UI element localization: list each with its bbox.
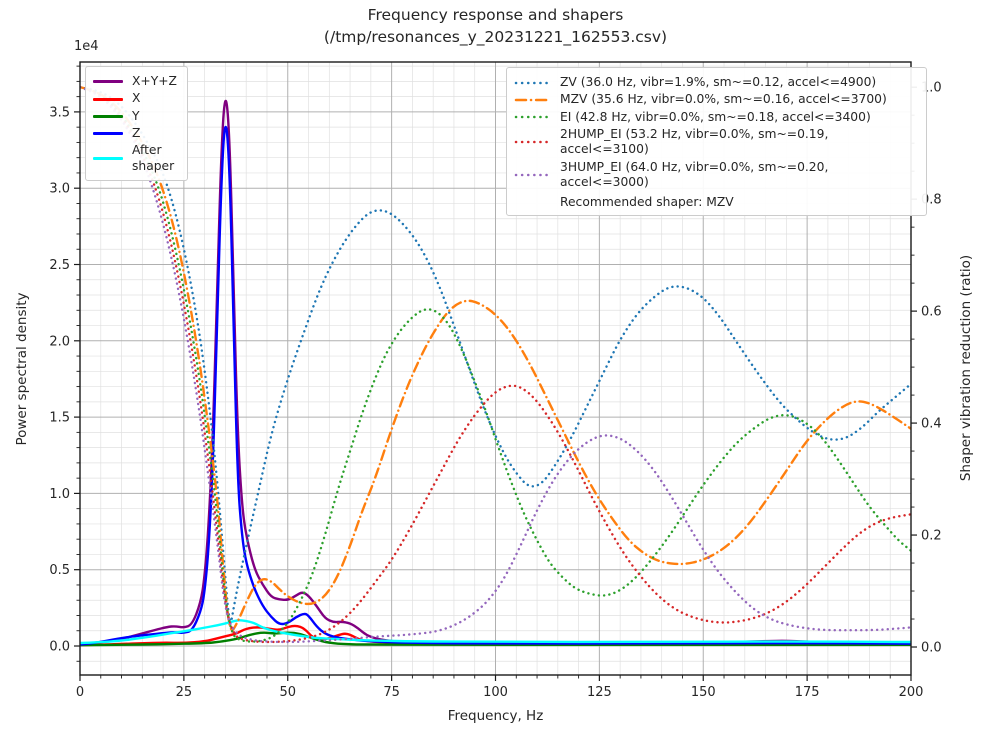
legend-line-sample (93, 114, 123, 118)
y-left-tick-label: 1.0 (49, 487, 70, 502)
chart-title-line1: Frequency response and shapers (367, 6, 624, 24)
series-after-shaper (80, 619, 911, 645)
y-left-tick-label: 2.0 (49, 334, 70, 349)
legend-item-label: After shaper (132, 143, 175, 173)
legend-item: X (93, 91, 179, 106)
y-left-tick-label: 3.5 (49, 105, 70, 120)
legend-line-sample (93, 157, 123, 161)
y-left-tick-label: 1.5 (49, 411, 70, 426)
legend-line-sample (514, 141, 552, 144)
series-3hump-ei (80, 86, 911, 644)
x-tick-label: 50 (279, 685, 296, 700)
legend-psd: X+Y+Z X Y Z After shaper (85, 66, 188, 182)
legend-item-label: EI (42.8 Hz, vibr=0.0%, sm~=0.18, accel<… (560, 109, 871, 124)
x-tick-label: 0 (76, 685, 84, 700)
legend-item-label: Z (132, 126, 141, 141)
legend-recommended-shaper: Recommended shaper: MZV (560, 194, 734, 209)
y-left-tick-label: 0.5 (49, 563, 70, 578)
legend-line-sample (514, 81, 552, 84)
legend-item: MZV (35.6 Hz, vibr=0.0%, sm~=0.16, accel… (514, 92, 918, 107)
y-axis-label-left: Power spectral density (14, 292, 30, 446)
y-right-tick-label: 0.0 (921, 641, 942, 656)
legend-item: After shaper (93, 143, 179, 174)
series-ei (80, 86, 911, 643)
curves (80, 86, 911, 647)
x-axis-label: Frequency, Hz (447, 708, 544, 724)
legend-line-sample (93, 132, 123, 136)
series-zv (80, 86, 911, 623)
x-tick-label: 175 (795, 685, 820, 700)
legend-item-label: ZV (36.0 Hz, vibr=1.9%, sm~=0.12, accel<… (560, 75, 877, 89)
legend-item-label: Y (132, 108, 140, 123)
legend-line-sample (93, 97, 123, 101)
legend-item: EI (42.8 Hz, vibr=0.0%, sm~=0.18, accel<… (514, 110, 918, 125)
y-left-tick-label: 3.0 (49, 182, 70, 197)
y-axis-offset-label: 1e4 (74, 39, 99, 54)
legend-item-label: 3HUMP_EI (64.0 Hz, vibr=0.0%, sm~=0.20, … (560, 159, 829, 190)
x-tick-label: 100 (483, 685, 508, 700)
x-tick-label: 125 (587, 685, 612, 700)
y-right-tick-label: 0.6 (921, 305, 942, 320)
legend-item: 3HUMP_EI (64.0 Hz, vibr=0.0%, sm~=0.20, … (514, 160, 918, 191)
legend-line-sample (514, 98, 552, 102)
legend-item: X+Y+Z (93, 74, 179, 89)
y-left-tick-label: 2.5 (49, 258, 70, 273)
legend-line-sample (514, 173, 552, 177)
series-mzv (80, 86, 911, 632)
y-left-tick-label: 0.0 (49, 640, 70, 655)
legend-item-label: X (132, 91, 141, 106)
legend-item: Z (93, 126, 179, 141)
series-2hump-ei (80, 86, 911, 644)
y-right-tick-label: 0.2 (921, 529, 942, 544)
x-tick-label: 200 (899, 685, 924, 700)
legend-item: ZV (36.0 Hz, vibr=1.9%, sm~=0.12, accel<… (514, 75, 918, 90)
x-tick-label: 75 (383, 685, 400, 700)
y-axis-label-right: Shaper vibration reduction (ratio) (958, 254, 974, 482)
legend-item-label: MZV (35.6 Hz, vibr=0.0%, sm~=0.16, accel… (560, 92, 887, 107)
legend-item: Y (93, 109, 179, 124)
legend-shapers: ZV (36.0 Hz, vibr=1.9%, sm~=0.12, accel<… (506, 67, 927, 216)
legend-line-sample (93, 80, 123, 84)
legend-item: 2HUMP_EI (53.2 Hz, vibr=0.0%, sm~=0.19, … (514, 127, 918, 158)
legend-item-label: 2HUMP_EI (53.2 Hz, vibr=0.0%, sm~=0.19, … (560, 127, 829, 157)
x-tick-label: 150 (691, 685, 716, 700)
series-y (80, 631, 911, 647)
legend-line-sample (514, 116, 552, 119)
legend-item-label: X+Y+Z (132, 74, 177, 88)
x-tick-label: 25 (176, 685, 193, 700)
y-right-tick-label: 0.4 (921, 417, 942, 432)
chart-title-line2: (/tmp/resonances_y_20231221_162553.csv) (323, 28, 668, 46)
